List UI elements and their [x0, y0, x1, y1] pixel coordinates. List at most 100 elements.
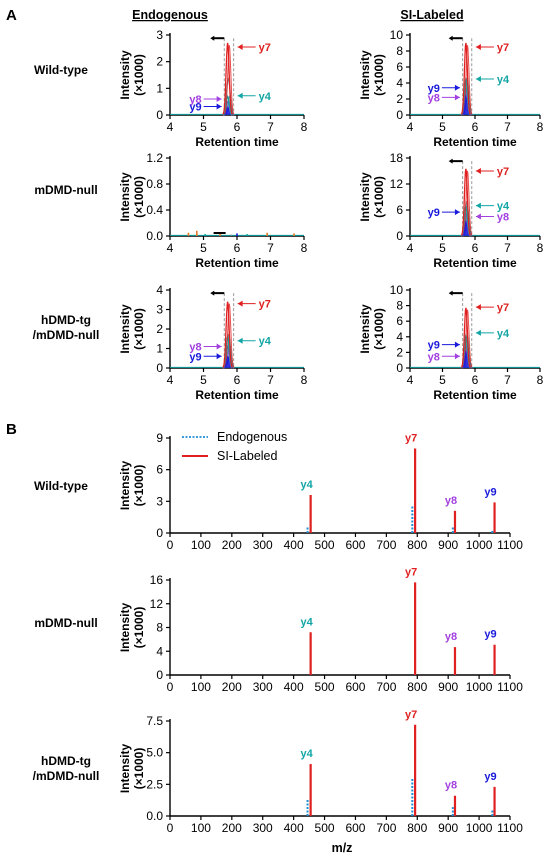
ion-label-y7: y7 — [405, 566, 417, 578]
x-tick-label: 7 — [267, 373, 274, 387]
y-axis-label: Intensity — [118, 50, 132, 100]
y-axis-unit: (×1000) — [132, 308, 146, 350]
y-tick-label: 0 — [396, 361, 403, 375]
y-tick-label: 3 — [156, 494, 163, 508]
y-tick-label: 8 — [156, 621, 163, 635]
y-tick-label: 4 — [156, 283, 163, 297]
x-tick-label: 200 — [222, 538, 242, 552]
x-tick-label: 8 — [537, 241, 544, 255]
ion-label-y4: y4 — [301, 616, 314, 628]
arrowhead-y7 — [237, 44, 243, 50]
x-tick-label: 0 — [167, 680, 174, 694]
y-tick-label: 18 — [390, 151, 404, 165]
x-tick-label: 100 — [191, 538, 211, 552]
x-tick-label: 7 — [504, 241, 511, 255]
x-tick-label: 1100 — [497, 680, 523, 694]
trace-y7-b — [224, 45, 235, 115]
x-tick-label: 1100 — [497, 821, 523, 835]
y-tick-label: 0 — [156, 668, 163, 682]
window-marker-head — [448, 35, 453, 41]
arrowhead-y4 — [475, 76, 481, 82]
x-tick-label: 900 — [438, 538, 458, 552]
x-tick-label: 6 — [234, 241, 241, 255]
y-axis-unit: (×1000) — [372, 308, 386, 350]
x-axis-label: Retention time — [195, 135, 279, 149]
peak-label-y9: y9 — [428, 83, 440, 95]
panel-a-letter: A — [6, 7, 17, 24]
arrowhead-y8 — [216, 343, 222, 350]
y-axis-label: Intensity — [118, 304, 132, 354]
chromatogram-a_tg_endo: 0 1 2 3 4 4 5 6 7 8 Intensity (×1000) Retention time… — [118, 283, 308, 402]
y-tick-label: 4 — [396, 330, 403, 344]
ion-label-y9: y9 — [484, 629, 496, 641]
x-tick-label: 500 — [315, 821, 335, 835]
peak-label-y9: y9 — [189, 351, 201, 363]
y-tick-label: 1 — [156, 81, 163, 95]
y-axis-unit: (×1000) — [372, 176, 386, 218]
x-tick-label: 800 — [407, 538, 427, 552]
y-tick-label: 0 — [156, 526, 163, 540]
x-tick-label: 5 — [439, 120, 446, 134]
y-tick-label: 0.8 — [146, 177, 163, 191]
y-axis-unit: (×1000) — [132, 607, 146, 649]
y-axis-unit: (×1000) — [132, 748, 146, 790]
peak-label-y8: y8 — [189, 94, 201, 106]
y-tick-label: 8 — [396, 44, 403, 58]
y-tick-label: 0 — [396, 108, 403, 122]
col-header-si-labeled: SI-Labeled — [400, 8, 463, 22]
x-tick-label: 800 — [407, 680, 427, 694]
trace-y7-b — [224, 303, 235, 368]
arrowhead-y9 — [454, 84, 460, 91]
y-tick-label: 6 — [396, 60, 403, 74]
x-tick-label: 400 — [284, 538, 304, 552]
x-tick-label: 7 — [504, 373, 511, 387]
x-tick-label: 700 — [376, 680, 396, 694]
x-tick-label: 800 — [407, 821, 427, 835]
peak-label-y7: y7 — [497, 42, 509, 54]
y-axis-unit: (×1000) — [372, 54, 386, 96]
x-tick-label: 4 — [167, 241, 174, 255]
x-tick-label: 900 — [438, 821, 458, 835]
ion-label-y8: y8 — [445, 780, 457, 792]
y-tick-label: 1 — [156, 342, 163, 356]
arrowhead-y9 — [454, 341, 460, 348]
y-tick-label: 7.5 — [146, 714, 163, 728]
chromatogram-a_null_si: 0 6 12 18 4 5 6 7 8 Intensity (×1000) Retention tim… — [358, 151, 544, 270]
ion-label-y8: y8 — [445, 631, 457, 643]
y-tick-label: 2.5 — [146, 777, 163, 791]
y-tick-label: 0 — [156, 108, 163, 122]
x-tick-label: 5 — [439, 373, 446, 387]
x-tick-label: 1100 — [497, 538, 523, 552]
y-tick-label: 2 — [156, 322, 163, 336]
y-axis-label: Intensity — [118, 744, 132, 794]
y-axis-unit: (×1000) — [132, 54, 146, 96]
x-tick-label: 400 — [284, 821, 304, 835]
x-tick-label: 1000 — [466, 821, 493, 835]
y-axis-label: Intensity — [358, 304, 372, 354]
x-tick-label: 100 — [191, 680, 211, 694]
x-tick-label: 5 — [200, 120, 207, 134]
arrowhead-y9 — [216, 353, 222, 360]
y-tick-label: 3 — [156, 28, 163, 42]
y-axis-label: Intensity — [358, 172, 372, 222]
y-axis-label: Intensity — [118, 172, 132, 222]
y-tick-label: 0.0 — [146, 229, 163, 243]
arrowhead-y7 — [475, 44, 481, 50]
x-tick-label: 6 — [472, 120, 479, 134]
ion-label-y4: y4 — [301, 479, 314, 491]
row-label-a-hdmd-tg: hDMD-tg — [41, 313, 91, 327]
area-y9 — [462, 220, 470, 236]
y-tick-label: 0.0 — [146, 809, 163, 823]
x-tick-label: 4 — [167, 120, 174, 134]
arrowhead-y8 — [475, 213, 481, 220]
row-label-a-hdmd-tg-2: /mDMD-null — [33, 328, 100, 342]
x-tick-label: 100 — [191, 821, 211, 835]
x-tick-label: 8 — [301, 120, 308, 134]
ion-label-y7: y7 — [405, 433, 417, 445]
x-tick-label: 4 — [407, 120, 414, 134]
arrowhead-y7 — [475, 168, 481, 174]
row-label-a-mdmd-null: mDMD-null — [34, 183, 97, 197]
y-tick-label: 12 — [150, 597, 164, 611]
